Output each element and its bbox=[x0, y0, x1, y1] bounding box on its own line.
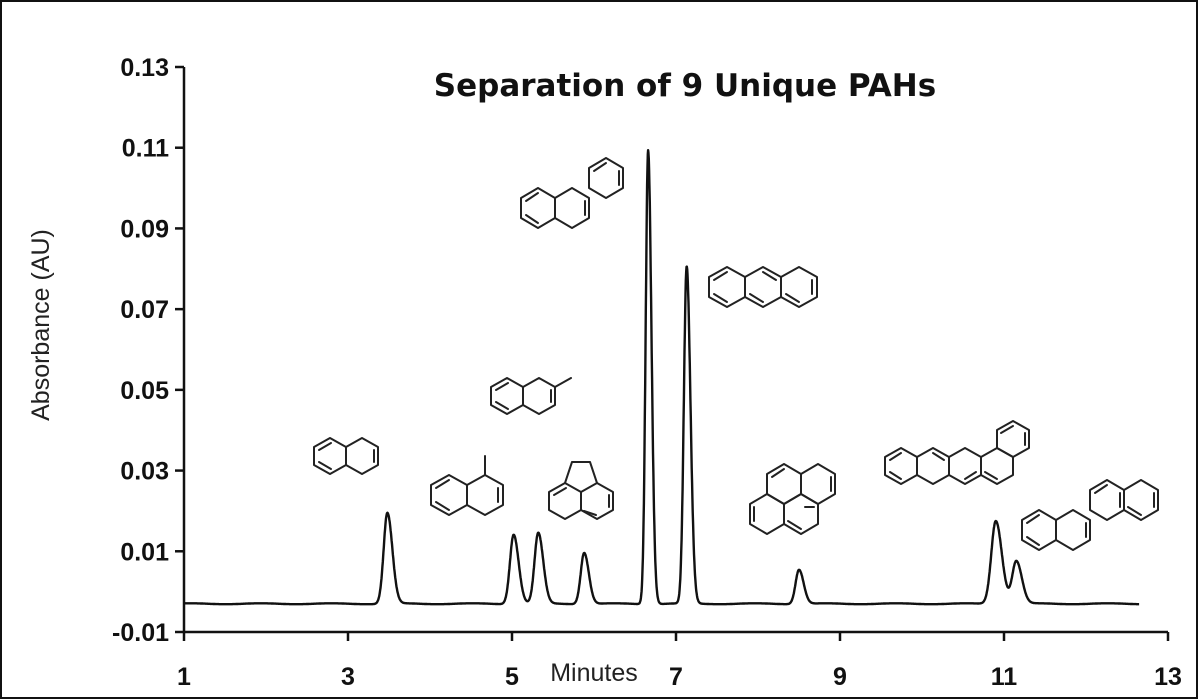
y-tick-label: 0.01 bbox=[120, 538, 169, 566]
absorbance-trace bbox=[183, 149, 1140, 606]
y-tick-label: -0.01 bbox=[112, 619, 169, 647]
2-methylnaphthalene-structure bbox=[490, 377, 572, 415]
pyrene-structure bbox=[749, 463, 836, 535]
x-tick-label: 7 bbox=[669, 663, 683, 691]
y-tick-label: 0.03 bbox=[120, 458, 169, 486]
naphthalene-structure bbox=[313, 437, 379, 475]
x-axis-label: Minutes bbox=[550, 659, 638, 687]
x-tick-label: 13 bbox=[1154, 663, 1182, 691]
x-tick-label: 5 bbox=[505, 663, 519, 691]
acenaphthene-structure bbox=[548, 461, 614, 520]
anthracene-structure bbox=[708, 266, 818, 308]
x-tick-label: 1 bbox=[177, 663, 191, 691]
y-tick-label: 0.07 bbox=[120, 296, 169, 324]
x-axis-ticks: 1 3 5 7 9 11 13 bbox=[177, 632, 1182, 691]
chrysene-structure bbox=[1021, 479, 1159, 551]
chart-title: Separation of 9 Unique PAHs bbox=[434, 68, 936, 104]
methylnaphthalene-structure bbox=[430, 455, 504, 516]
benzanthracene-structure bbox=[884, 420, 1030, 485]
y-tick-label: 0.05 bbox=[120, 377, 169, 405]
y-axis-label: Absorbance (AU) bbox=[27, 229, 55, 421]
y-tick-label: 0.09 bbox=[120, 215, 169, 243]
x-tick-label: 3 bbox=[341, 663, 355, 691]
x-tick-label: 11 bbox=[991, 663, 1018, 691]
x-tick-label: 9 bbox=[833, 663, 847, 691]
y-tick-label: 0.13 bbox=[120, 54, 169, 82]
y-axis-ticks: 0.13 0.11 0.09 0.07 0.05 0.03 0.01 -0.01 bbox=[112, 54, 184, 647]
phenanthrene-structure bbox=[520, 157, 624, 229]
y-tick-label: 0.11 bbox=[122, 135, 169, 163]
